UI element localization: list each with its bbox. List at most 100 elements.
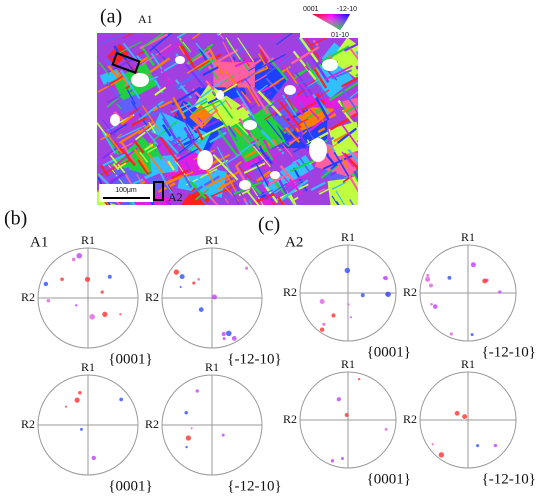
pore bbox=[284, 85, 296, 95]
lath bbox=[236, 92, 266, 111]
lath bbox=[234, 84, 253, 110]
lath bbox=[224, 198, 230, 204]
lath bbox=[237, 37, 255, 63]
lath bbox=[116, 133, 123, 139]
lath bbox=[247, 189, 274, 202]
lath bbox=[160, 133, 179, 154]
lath bbox=[271, 133, 304, 150]
lath bbox=[179, 97, 208, 115]
lath bbox=[278, 179, 288, 195]
pole-point bbox=[347, 303, 350, 306]
lath bbox=[225, 37, 241, 60]
lath bbox=[133, 140, 145, 154]
pole-point bbox=[340, 456, 344, 460]
ebsd-map bbox=[97, 33, 358, 205]
lath bbox=[290, 46, 320, 65]
axis-label: R1 bbox=[341, 357, 355, 371]
lath bbox=[186, 56, 214, 74]
axis-label: R2 bbox=[145, 417, 159, 431]
lath bbox=[241, 102, 249, 112]
lath bbox=[342, 105, 352, 114]
lath bbox=[242, 57, 251, 69]
pole-point bbox=[211, 294, 217, 300]
lath bbox=[289, 196, 299, 203]
lath bbox=[173, 156, 181, 162]
lath bbox=[139, 151, 149, 163]
lath bbox=[172, 96, 187, 120]
lath bbox=[141, 43, 172, 66]
lath bbox=[281, 201, 286, 205]
lath bbox=[98, 61, 110, 76]
lath bbox=[194, 188, 210, 201]
lath bbox=[129, 83, 141, 100]
lath bbox=[159, 136, 179, 163]
lath bbox=[182, 102, 203, 125]
lath bbox=[164, 171, 194, 186]
plane-label: {0001} bbox=[108, 351, 152, 367]
lath bbox=[288, 136, 301, 144]
lath bbox=[245, 74, 268, 88]
lath bbox=[202, 66, 219, 77]
lath bbox=[197, 121, 230, 140]
lath bbox=[313, 99, 320, 106]
pole-point bbox=[84, 276, 91, 282]
pole-point bbox=[100, 290, 104, 294]
lath bbox=[221, 119, 240, 146]
lath bbox=[310, 181, 326, 191]
lath bbox=[246, 190, 260, 205]
pole-point bbox=[470, 333, 474, 337]
pole-point bbox=[74, 397, 80, 403]
lath bbox=[263, 182, 288, 200]
lath bbox=[205, 80, 215, 91]
lath bbox=[330, 170, 337, 176]
lath bbox=[140, 45, 155, 67]
lath bbox=[268, 92, 298, 108]
lath bbox=[147, 146, 158, 154]
lath bbox=[300, 101, 317, 112]
lath bbox=[206, 159, 229, 173]
grain bbox=[193, 83, 253, 136]
lath bbox=[277, 99, 302, 129]
lath bbox=[150, 121, 178, 143]
lath bbox=[318, 180, 344, 195]
lath bbox=[248, 200, 253, 205]
lath bbox=[176, 147, 199, 162]
pole-point bbox=[349, 316, 352, 319]
lath bbox=[134, 116, 154, 143]
pole-point bbox=[431, 443, 434, 446]
lath bbox=[349, 199, 354, 205]
pole-point bbox=[482, 278, 488, 284]
lath bbox=[183, 126, 195, 144]
lath bbox=[255, 164, 269, 187]
lath bbox=[270, 201, 276, 205]
lath bbox=[271, 138, 278, 146]
lath bbox=[186, 43, 214, 65]
lath bbox=[176, 106, 195, 140]
lath bbox=[342, 199, 348, 205]
lath bbox=[217, 33, 222, 36]
lath bbox=[303, 82, 317, 91]
lath bbox=[227, 125, 237, 138]
pore bbox=[197, 150, 213, 170]
plane-label: {-12-10} bbox=[227, 478, 281, 494]
pole-point bbox=[71, 257, 76, 262]
axis-label: R1 bbox=[341, 230, 355, 244]
panel-label: (b) bbox=[4, 208, 27, 230]
lath bbox=[307, 110, 335, 133]
color-key-label: -12-10 bbox=[337, 6, 357, 13]
lath bbox=[101, 131, 116, 154]
lath bbox=[105, 166, 130, 179]
pole-point bbox=[179, 274, 185, 280]
lath bbox=[186, 59, 205, 86]
lath bbox=[151, 50, 161, 64]
pole-point bbox=[221, 331, 226, 336]
lath bbox=[187, 131, 213, 153]
lath bbox=[246, 85, 261, 107]
lath bbox=[191, 99, 221, 115]
pole-point bbox=[476, 444, 480, 448]
pole-point bbox=[331, 313, 336, 318]
lath bbox=[286, 114, 293, 123]
lath bbox=[317, 127, 326, 134]
pole-point bbox=[449, 332, 453, 336]
